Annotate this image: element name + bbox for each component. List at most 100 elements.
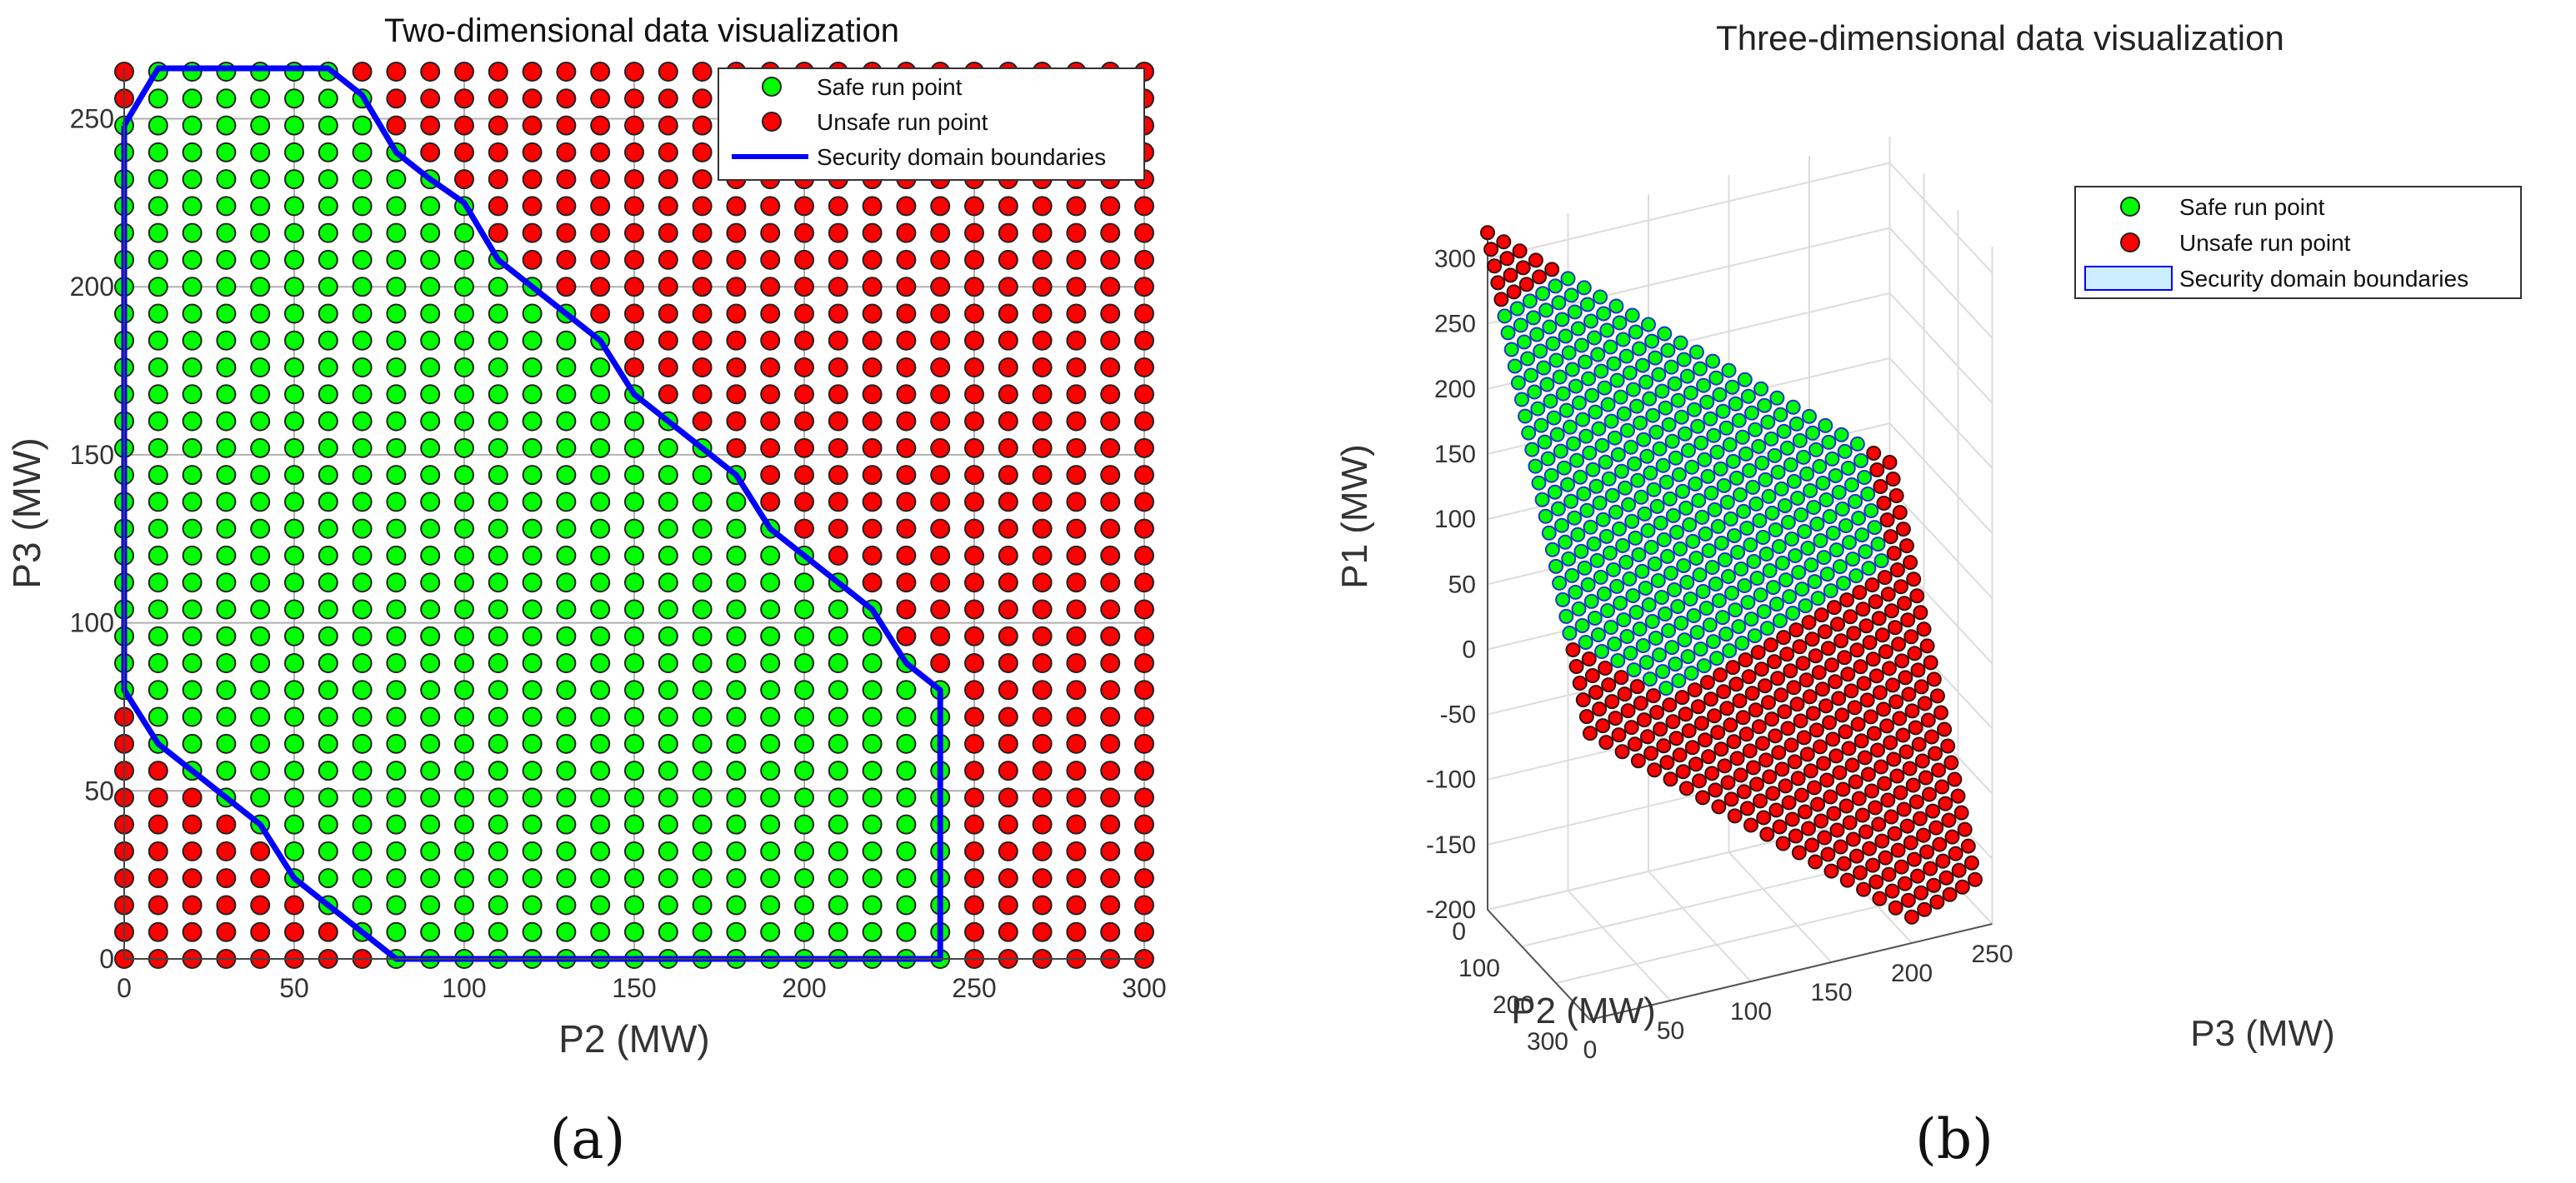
safe-run-point bbox=[420, 761, 441, 781]
unsafe-run-point bbox=[1739, 801, 1755, 816]
z-tick-label: -50 bbox=[1440, 701, 1476, 729]
safe-run-point bbox=[1752, 512, 1768, 528]
safe-run-point bbox=[590, 465, 611, 486]
unsafe-run-point bbox=[1066, 626, 1087, 646]
safe-run-point bbox=[1658, 400, 1673, 416]
unsafe-run-point bbox=[862, 492, 883, 512]
safe-run-point bbox=[1635, 638, 1651, 654]
unsafe-run-point bbox=[624, 196, 644, 217]
unsafe-run-point bbox=[726, 330, 747, 351]
safe-run-point bbox=[1653, 589, 1669, 605]
safe-run-point bbox=[1843, 477, 1859, 492]
unsafe-run-point bbox=[182, 841, 203, 861]
z-tick-label: -200 bbox=[1426, 896, 1476, 924]
safe-run-point bbox=[1639, 448, 1655, 464]
x-tick-label: 50 bbox=[279, 973, 309, 1003]
safe-run-point bbox=[624, 572, 644, 593]
safe-run-point bbox=[1776, 423, 1792, 439]
unsafe-run-point bbox=[964, 653, 984, 674]
safe-run-point bbox=[726, 518, 747, 539]
unsafe-run-point bbox=[1032, 814, 1053, 835]
safe-run-point bbox=[1596, 306, 1612, 322]
unsafe-run-point bbox=[522, 115, 543, 136]
unsafe-run-point bbox=[1583, 726, 1598, 741]
safe-run-point bbox=[454, 330, 474, 351]
unsafe-run-point bbox=[1100, 626, 1121, 646]
safe-run-point bbox=[182, 88, 203, 109]
unsafe-run-point bbox=[1893, 859, 1909, 875]
legend-3d-boundary-label: Security domain boundaries bbox=[2179, 266, 2468, 292]
unsafe-run-point bbox=[692, 169, 713, 190]
safe-run-point bbox=[1659, 548, 1675, 564]
safe-run-point bbox=[1709, 444, 1725, 460]
safe-run-point bbox=[318, 572, 338, 593]
unsafe-run-point bbox=[1893, 579, 1908, 595]
unsafe-run-point bbox=[1931, 762, 1947, 778]
safe-run-point bbox=[420, 706, 441, 727]
unsafe-run-point bbox=[862, 411, 883, 432]
unsafe-run-point bbox=[794, 465, 814, 486]
safe-run-point bbox=[1588, 404, 1603, 420]
unsafe-run-point bbox=[1839, 872, 1855, 888]
unsafe-run-point bbox=[998, 303, 1018, 324]
unsafe-run-point bbox=[896, 626, 917, 646]
unsafe-run-point bbox=[658, 62, 678, 82]
unsafe-run-point bbox=[624, 222, 644, 243]
safe-run-point bbox=[1671, 673, 1687, 689]
unsafe-run-point bbox=[1695, 790, 1711, 806]
safe-run-point bbox=[148, 277, 168, 297]
safe-run-point bbox=[1510, 375, 1526, 391]
unsafe-run-point bbox=[522, 62, 543, 82]
unsafe-run-point bbox=[1572, 676, 1588, 691]
unsafe-run-point bbox=[1100, 653, 1121, 674]
safe-run-point bbox=[216, 599, 237, 620]
safe-run-point bbox=[182, 277, 203, 297]
safe-run-point bbox=[1619, 629, 1635, 645]
unsafe-run-point bbox=[1840, 666, 1856, 682]
unsafe-run-point bbox=[1134, 680, 1154, 701]
safe-run-point bbox=[216, 115, 237, 136]
safe-run-point bbox=[454, 841, 474, 861]
chart-2d-x-axis-label: P2 (MW) bbox=[558, 1017, 709, 1061]
unsafe-run-point bbox=[1910, 662, 1926, 678]
safe-run-point bbox=[556, 653, 577, 674]
safe-run-point bbox=[454, 384, 474, 405]
safe-run-point bbox=[1561, 551, 1577, 567]
safe-run-point bbox=[556, 411, 577, 432]
unsafe-run-point bbox=[1856, 676, 1872, 691]
safe-run-point bbox=[658, 465, 678, 486]
safe-run-point bbox=[488, 437, 508, 458]
safe-run-point bbox=[148, 222, 168, 243]
unsafe-run-point bbox=[1643, 746, 1659, 761]
chart-3d-legend: Safe run point Unsafe run point Security… bbox=[2074, 186, 2522, 299]
safe-run-point bbox=[1570, 527, 1586, 542]
unsafe-run-point bbox=[1906, 851, 1922, 867]
unsafe-run-point bbox=[1801, 615, 1817, 631]
unsafe-run-point bbox=[828, 357, 848, 378]
unsafe-run-point bbox=[148, 868, 168, 889]
safe-run-point bbox=[1670, 599, 1686, 615]
safe-run-point bbox=[250, 545, 271, 566]
safe-run-point bbox=[522, 921, 543, 942]
safe-run-point bbox=[352, 115, 373, 136]
safe-run-point bbox=[454, 303, 474, 324]
safe-run-point bbox=[828, 761, 848, 781]
unsafe-run-point bbox=[1693, 716, 1709, 731]
unsafe-run-point bbox=[692, 357, 713, 378]
safe-run-point bbox=[556, 626, 577, 646]
safe-run-point bbox=[1586, 536, 1602, 552]
unsafe-run-point bbox=[1578, 709, 1594, 725]
unsafe-run-point bbox=[794, 411, 814, 432]
safe-run-point bbox=[760, 787, 781, 808]
unsafe-run-point bbox=[1948, 846, 1963, 861]
safe-run-point bbox=[420, 572, 441, 593]
unsafe-run-point bbox=[1808, 722, 1824, 738]
safe-run-point bbox=[522, 384, 543, 405]
safe-run-point bbox=[420, 249, 441, 270]
unsafe-run-point bbox=[1910, 868, 1925, 884]
safe-run-point bbox=[1692, 567, 1708, 582]
unsafe-run-point bbox=[1588, 685, 1603, 701]
safe-run-point bbox=[1560, 477, 1575, 492]
unsafe-run-point bbox=[1601, 677, 1617, 693]
safe-run-point bbox=[760, 841, 781, 861]
